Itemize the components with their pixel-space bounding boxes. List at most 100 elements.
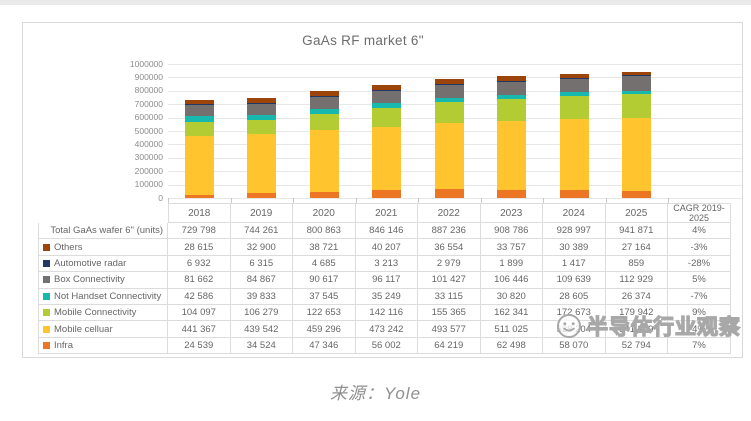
bar-segment-2020 [309,113,339,131]
watermark: 半导体行业观察 [556,311,741,341]
table-cell: 179 942 [605,304,668,322]
bar-segment-2018 [184,104,214,116]
table-cell: 744 261 [230,223,293,240]
legend-swatch [43,341,50,349]
table-cell: 58 070 [543,337,606,355]
bar-segment-2020 [309,130,339,192]
table-cell: 887 236 [418,223,481,240]
table-cell: 441 367 [168,321,231,338]
table-cell: 96 117 [355,272,418,289]
table-cell: 859 [605,255,668,273]
table-cell: 26 374 [605,288,668,305]
bar-segment-2021 [372,190,402,198]
table-cell: 2 979 [418,255,481,273]
y-axis-tick-label: 900000 [134,71,163,82]
bar-segment-2019 [247,193,277,198]
x-axis-tick [480,198,482,203]
table-cell: 908 786 [480,223,543,240]
legend-swatch [43,259,50,267]
watermark-logo-icon [557,314,581,338]
table-cell: 34 524 [230,337,293,355]
y-axis-tick-label: 400000 [134,138,163,149]
table-cell: 27 164 [605,239,668,256]
x-axis-tick [293,198,294,203]
bar-segment-2025 [622,94,652,119]
bar-segment-2022 [434,189,464,198]
bar-segment-2022 [434,123,464,190]
table-cell: 800 863 [293,223,356,240]
bar-segment-2019 [247,103,277,115]
y-axis-tick-label: 200000 [134,165,163,176]
bar-segment-2018 [184,100,214,105]
table-row-label: Automotive radar [38,255,168,273]
y-axis-tick-label: 0 [158,192,163,203]
bar-segment-2023 [497,99,527,122]
table-row-label: Infra [38,337,168,355]
bar-segment-2022 [434,79,464,84]
table-header-year: 2020 [293,203,356,223]
bar-segment-2021 [372,127,402,191]
table-row-label-text: Total GaAs wafer 6" (units) [50,225,163,237]
table-cell: 64 219 [418,337,481,355]
bar-segment-2025 [622,118,652,191]
bar-segment-2018 [184,121,214,136]
table-row-label-text: Not Handset Connectivity [54,290,162,302]
bar-segment-2022 [434,102,464,124]
bar-segment-2025 [622,90,652,95]
bar-segment-2020 [309,96,339,109]
table-cell-cagr: -28% [668,255,731,273]
table-cell: 56 002 [355,337,418,355]
bar-segment-2019 [247,134,277,194]
table-cell: 36 554 [418,239,481,256]
table-header-year: 2023 [480,203,543,223]
x-axis-tick [543,198,544,203]
table-cell-cagr: 9% [668,304,731,322]
bar-segment-2025 [622,71,652,76]
table-cell: 106 446 [480,272,543,289]
bar-segment-2022 [434,97,464,103]
table-cell: 162 341 [480,304,543,322]
bar-segment-2024 [559,73,589,78]
table-cell: 81 662 [168,272,231,289]
bar-segment-2024 [559,92,589,97]
table-row-label: Total GaAs wafer 6" (units) [38,223,168,240]
table-cell: 1 899 [480,255,543,273]
bar-segment-2024 [559,190,589,198]
bar-segment-2024 [559,77,589,93]
y-axis-tick-label: 1000000 [129,58,163,69]
table-cell-cagr: -7% [668,288,731,305]
table-cell: 6 315 [230,255,293,273]
table-cell: 4 685 [293,255,356,273]
bar-segment-2023 [497,76,527,81]
table-cell: 47 346 [293,337,356,355]
table-cell: 39 833 [230,288,293,305]
top-strip [0,0,751,5]
x-axis-tick [230,198,232,203]
table-header-year: 2018 [168,203,231,223]
table-cell: 459 296 [293,321,356,338]
table-cell: 439 542 [230,321,293,338]
bar-segment-2021 [372,90,402,104]
table-row-label-text: Box Connectivity [54,274,125,286]
source-caption: 来源：Yole [329,384,422,403]
table-cell: 729 798 [168,223,231,240]
gridline [168,198,742,199]
bar-segment-2023 [497,189,527,198]
table-header-year: 2025 [605,203,668,223]
table-corner-cell [38,203,168,223]
table-row-label: Box Connectivity [38,272,168,289]
table-header-cagr: CAGR 2019-2025 [668,203,731,223]
bar-segment-2023 [497,81,527,96]
table-cell: 112 929 [605,272,668,289]
y-axis-tick-label: 600000 [134,112,163,123]
table-cell: 28 615 [168,239,231,256]
bar-segment-2019 [247,102,277,104]
x-axis-tick [668,198,669,203]
bar-segment-2020 [309,95,339,97]
legend-swatch [43,292,50,300]
table-cell: 40 207 [355,239,418,256]
y-axis-tick-label: 100000 [134,179,163,190]
bar-segment-2018 [184,135,214,195]
x-axis-tick [605,198,607,203]
